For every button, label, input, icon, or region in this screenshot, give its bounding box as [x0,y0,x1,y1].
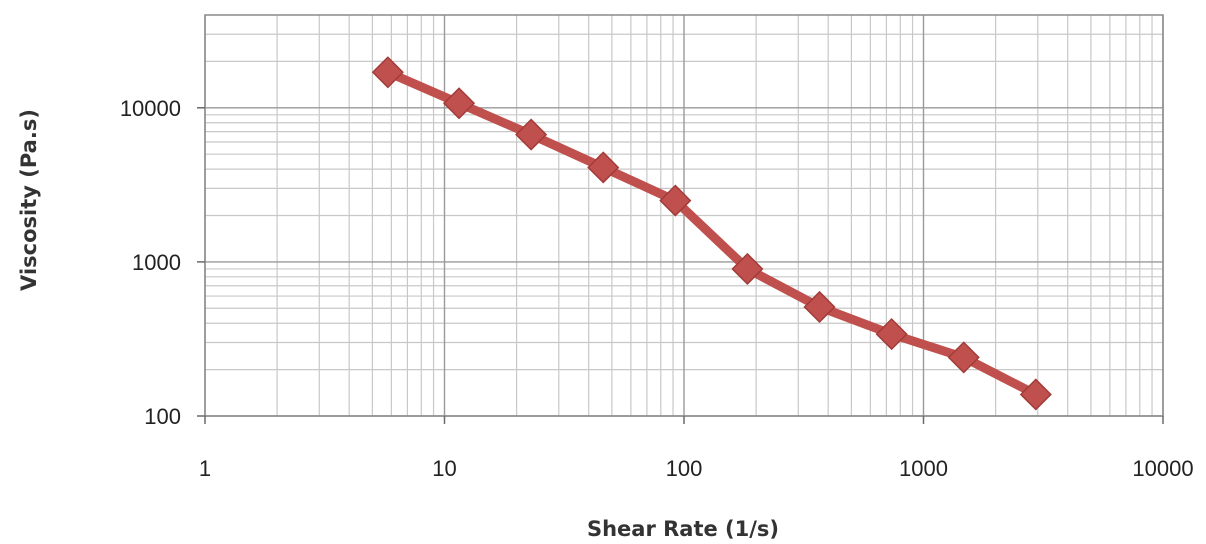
x-tick-label: 10000 [1132,456,1193,481]
y-tick-label: 10000 [120,96,181,121]
x-tick-label: 1000 [899,456,948,481]
data-point-marker [731,252,764,286]
data-point-marker [659,184,692,217]
grid [204,15,1164,417]
x-tick-label: 100 [666,456,703,481]
data-point-marker [875,318,908,351]
y-axis-title: Viscosity (Pa.s) [17,109,41,291]
y-tick-label: 1000 [132,250,181,275]
x-axis-title: Shear Rate (1/s) [587,517,779,541]
data-point-marker [515,118,548,151]
axes [197,14,1164,424]
y-tick-label: 100 [144,404,181,429]
x-tick-labels: 1 10 100 1000 10000 [199,456,1194,481]
data-point-marker [803,290,836,324]
data-point-marker [371,56,404,89]
series-line [383,67,1041,399]
x-tick-label: 1 [199,456,211,481]
y-tick-labels: 100 1000 10000 [120,96,181,429]
series-layer [371,56,1052,411]
data-point-marker [442,87,476,120]
data-point-marker [1019,378,1052,411]
x-tick-label: 10 [432,456,456,481]
data-point-marker [947,341,980,374]
data-point-marker [587,151,620,184]
